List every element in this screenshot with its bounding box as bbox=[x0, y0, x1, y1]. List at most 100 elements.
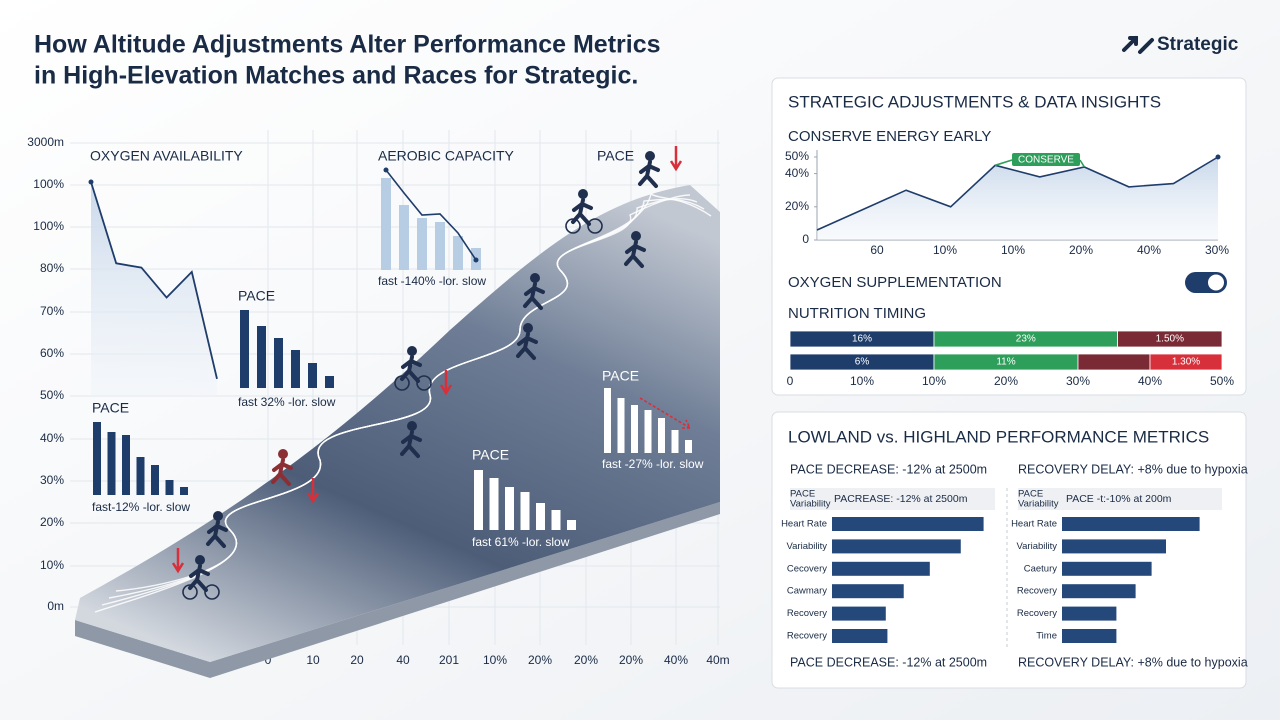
bike-wheel bbox=[182, 584, 198, 600]
bike-wheel bbox=[587, 218, 603, 234]
annotation: CONSERVE bbox=[1018, 155, 1074, 166]
chart-footer: RECOVERY DELAY: +8% due to hypoxia bbox=[1018, 655, 1248, 669]
segment-label: 16% bbox=[852, 334, 872, 345]
scene-x-label: 20% bbox=[574, 653, 598, 667]
bar bbox=[631, 405, 638, 453]
chart-subtitle: CONSERVE ENERGY EARLY bbox=[788, 128, 991, 145]
figure-head bbox=[407, 421, 417, 431]
point bbox=[383, 167, 389, 173]
red-arrow bbox=[639, 397, 692, 429]
track-lane bbox=[115, 192, 712, 592]
bar-segment bbox=[1149, 353, 1223, 371]
chart-subtitle: RECOVERY DELAY: +8% due to hypoxia bbox=[1018, 462, 1248, 476]
mini-chart-caption: fast -140% -lor. slow bbox=[378, 274, 486, 288]
bar bbox=[1062, 517, 1200, 531]
mini-chart-title: PACE bbox=[238, 288, 275, 304]
bar bbox=[151, 465, 159, 495]
scene-y-label: 70% bbox=[40, 304, 64, 318]
x-tick-label: 10% bbox=[850, 374, 874, 388]
mini-chart-caption: fast-12% -lor. slow bbox=[92, 500, 190, 514]
figure-head bbox=[195, 555, 205, 565]
legend-label: PACE bbox=[790, 489, 815, 500]
runner-figure bbox=[271, 449, 293, 486]
category-label: Time bbox=[1036, 631, 1057, 642]
segment-label: 6% bbox=[855, 357, 870, 368]
figure-body bbox=[400, 430, 422, 458]
bar bbox=[453, 236, 463, 270]
bar bbox=[1062, 584, 1136, 599]
category-label: Cawmary bbox=[787, 586, 827, 597]
cyclist-figure bbox=[565, 189, 603, 234]
y-tick-label: 20% bbox=[785, 199, 809, 213]
bar bbox=[671, 430, 679, 453]
brand-logo bbox=[1122, 36, 1154, 54]
bar bbox=[381, 178, 391, 270]
scene-x-label: 10% bbox=[483, 653, 507, 667]
bar bbox=[551, 510, 561, 530]
bar bbox=[1062, 629, 1117, 643]
scene-x-label: 0 bbox=[265, 653, 272, 667]
red-arrow bbox=[669, 146, 683, 172]
figure-body bbox=[206, 520, 228, 548]
figure-head bbox=[278, 449, 288, 459]
point bbox=[88, 179, 94, 185]
title-line: in High-Elevation Matches and Races for … bbox=[34, 62, 638, 90]
mini-chart-title: PACE bbox=[472, 447, 509, 463]
scene-x-label: 10 bbox=[306, 653, 320, 667]
bar bbox=[520, 492, 530, 530]
runner-figure bbox=[400, 421, 422, 458]
line bbox=[90, 181, 218, 380]
figure-body bbox=[516, 332, 538, 360]
panel-title: LOWLAND vs. HIGHLAND PERFORMANCE METRICS bbox=[788, 427, 1209, 446]
segment-label: 1.30% bbox=[1172, 357, 1200, 368]
annotation-box bbox=[1012, 153, 1080, 166]
area bbox=[91, 182, 217, 396]
bar bbox=[474, 470, 483, 530]
bar bbox=[435, 222, 445, 270]
bike-wheel bbox=[565, 218, 581, 234]
bike-wheel bbox=[394, 375, 410, 391]
y-tick-label: 40% bbox=[785, 166, 809, 180]
bar bbox=[165, 480, 174, 495]
legend-label: Variability bbox=[790, 499, 831, 510]
bar bbox=[107, 432, 116, 495]
figure-head bbox=[631, 231, 641, 241]
bar-segment bbox=[1117, 330, 1223, 348]
scene-y-label: 0m bbox=[47, 599, 64, 613]
red-arrow bbox=[439, 370, 453, 396]
runner-figure bbox=[624, 231, 646, 268]
y-tick-label: 0 bbox=[802, 232, 809, 246]
runner-figure bbox=[523, 273, 545, 310]
legend-note: PACREASE: -12% at 2500m bbox=[834, 493, 968, 505]
category-label: Cecovery bbox=[787, 563, 827, 574]
scene-x-label: 20% bbox=[619, 653, 643, 667]
point bbox=[473, 257, 479, 263]
bar bbox=[1062, 606, 1117, 621]
bar bbox=[567, 520, 576, 530]
scene-y-label: 30% bbox=[40, 473, 64, 487]
bar bbox=[308, 363, 317, 388]
scene-label: PACE bbox=[597, 148, 634, 164]
legend-box bbox=[1018, 488, 1222, 510]
scene-y-label: 80% bbox=[40, 261, 64, 275]
mini-chart-title: OXYGEN AVAILABILITY bbox=[90, 148, 243, 164]
segment-label: 23% bbox=[1016, 334, 1036, 345]
scene-y-label: 10% bbox=[40, 558, 64, 572]
bar bbox=[325, 376, 334, 388]
line bbox=[816, 156, 1219, 231]
category-label: Recovery bbox=[1017, 608, 1057, 619]
runner-figure bbox=[638, 151, 660, 188]
scene-y-label: 3000m bbox=[27, 135, 64, 149]
bar bbox=[832, 561, 930, 576]
red-arrow bbox=[171, 548, 185, 574]
category-label: Heart Rate bbox=[781, 519, 827, 530]
category-label: Recovery bbox=[787, 631, 827, 642]
bar bbox=[399, 205, 409, 270]
figure-body bbox=[271, 458, 293, 486]
scene-x-label: 201 bbox=[439, 653, 459, 667]
bar-segment bbox=[1077, 353, 1151, 371]
scene-x-label: 20% bbox=[528, 653, 552, 667]
category-label: Heart Rate bbox=[1011, 519, 1057, 530]
legend-label: PACE bbox=[1018, 489, 1043, 500]
